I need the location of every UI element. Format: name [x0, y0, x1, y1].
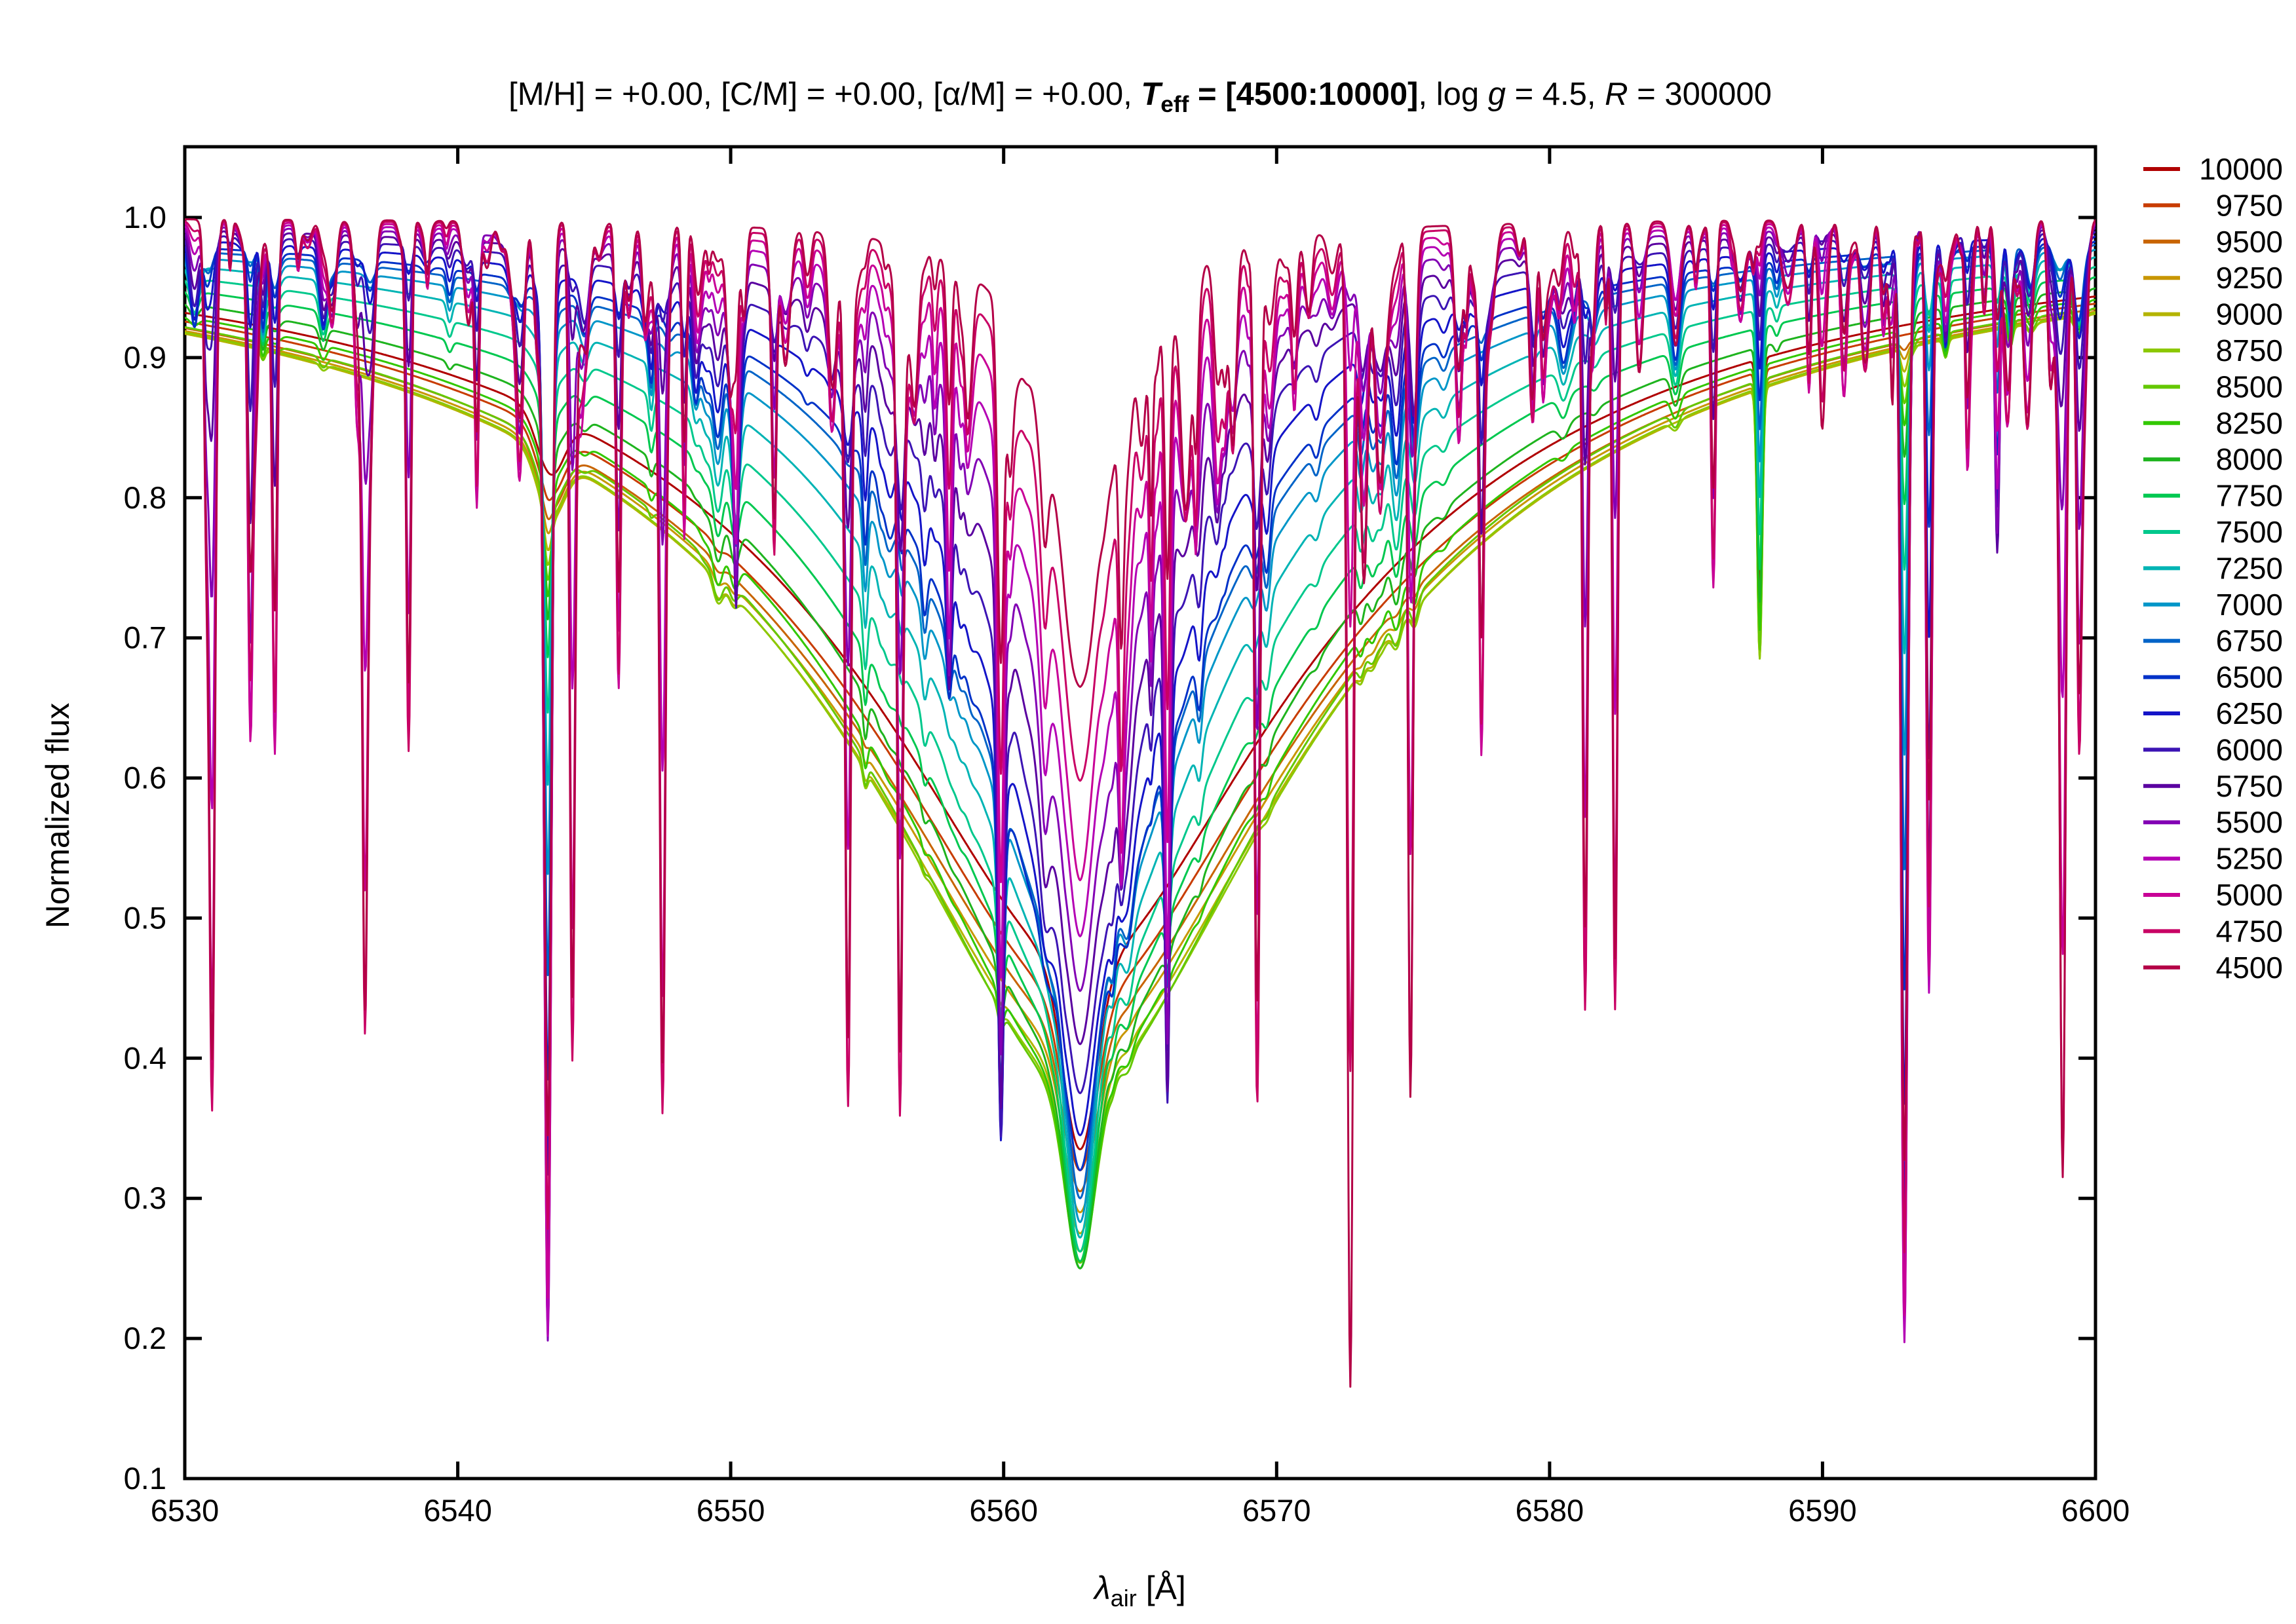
legend-label-6750: 6750 — [2216, 624, 2283, 658]
legend-label-9000: 9000 — [2216, 297, 2283, 331]
y-tick-label: 0.4 — [124, 1040, 166, 1075]
series-path-10000 — [185, 295, 2095, 1150]
series-path-4500 — [185, 218, 2095, 1388]
series-path-9000 — [185, 312, 2095, 1235]
series-path-4750 — [185, 219, 2095, 1254]
x-tick-label: 6600 — [2061, 1493, 2130, 1528]
legend-label-6250: 6250 — [2216, 696, 2283, 730]
chart-title: [M/H] = +0.00, [C/M] = +0.00, [α/M] = +0… — [508, 76, 1772, 118]
series-path-7750 — [185, 276, 2095, 1262]
x-tick-label: 6530 — [151, 1493, 220, 1528]
series-path-5750 — [185, 227, 2095, 1313]
y-tick-label: 0.5 — [124, 900, 166, 935]
plot-box — [183, 145, 2097, 1481]
title-r-value: = 300000 — [1628, 77, 1772, 113]
x-axis-label-unit: [Å] — [1136, 1570, 1186, 1606]
legend-label-5750: 5750 — [2216, 769, 2283, 803]
series-path-6250 — [185, 235, 2095, 1176]
series-path-8250 — [185, 299, 2095, 1270]
legend: 1000097509500925090008750850082508000775… — [2143, 152, 2283, 985]
x-tick-label: 6540 — [423, 1493, 492, 1528]
legend-label-8000: 8000 — [2216, 442, 2283, 476]
series-path-7500 — [185, 266, 2095, 1253]
legend-label-4500: 4500 — [2216, 951, 2283, 985]
series-path-9250 — [185, 311, 2095, 1214]
x-tick-label: 6580 — [1516, 1493, 1584, 1528]
legend-label-7750: 7750 — [2216, 479, 2283, 513]
x-tick-label: 6590 — [1788, 1493, 1857, 1528]
y-tick-label: 0.3 — [124, 1180, 166, 1215]
legend-label-6500: 6500 — [2216, 660, 2283, 694]
legend-label-5500: 5500 — [2216, 805, 2283, 839]
legend-label-10000: 10000 — [2199, 152, 2283, 186]
series-path-6500 — [185, 240, 2095, 1171]
series-group — [185, 218, 2095, 1388]
legend-label-9250: 9250 — [2216, 261, 2283, 295]
legend-label-9750: 9750 — [2216, 188, 2283, 222]
y-tick-label: 0.8 — [124, 480, 166, 515]
legend-label-4750: 4750 — [2216, 914, 2283, 948]
title-teff-value: = [4500:10000] — [1189, 77, 1419, 113]
legend-label-5250: 5250 — [2216, 842, 2283, 876]
x-tick-label: 6550 — [697, 1493, 765, 1528]
y-tick-label: 0.1 — [124, 1461, 166, 1496]
series-path-8750 — [185, 312, 2095, 1253]
series-path-7250 — [185, 256, 2095, 1239]
y-tick-label: 0.2 — [124, 1321, 166, 1355]
legend-label-7000: 7000 — [2216, 588, 2283, 622]
y-tick-label: 0.6 — [124, 761, 166, 795]
series-path-8500 — [185, 307, 2095, 1264]
legend-label-8250: 8250 — [2216, 406, 2283, 440]
series-path-5000 — [185, 221, 2095, 1316]
title-params: [M/H] = +0.00, [C/M] = +0.00, [α/M] = +0… — [508, 77, 1141, 113]
legend-label-7250: 7250 — [2216, 551, 2283, 585]
legend-label-9500: 9500 — [2216, 225, 2283, 259]
legend-label-6000: 6000 — [2216, 732, 2283, 766]
x-axis-label-sub: air — [1110, 1585, 1137, 1612]
x-tick-label: 6560 — [969, 1493, 1038, 1528]
title-r-symbol: R — [1605, 77, 1628, 113]
legend-label-8750: 8750 — [2216, 333, 2283, 368]
y-tick-label: 1.0 — [124, 200, 166, 235]
title-g-symbol: g — [1487, 77, 1506, 113]
y-tick-label: 0.7 — [124, 620, 166, 655]
series-path-7000 — [185, 248, 2095, 1224]
legend-label-8500: 8500 — [2216, 369, 2283, 404]
series-path-9750 — [185, 303, 2095, 1171]
y-tick-label: 0.9 — [124, 340, 166, 375]
title-g-value: = 4.5, — [1505, 77, 1605, 113]
x-axis-label-symbol: λ — [1094, 1570, 1111, 1606]
x-axis-label: λair [Å] — [1094, 1569, 1186, 1612]
x-tick-label: 6570 — [1242, 1493, 1311, 1528]
series-path-8000 — [185, 287, 2095, 1270]
series-path-5250 — [185, 222, 2095, 1344]
title-teff-symbol: T — [1141, 77, 1161, 113]
title-teff-sub: eff — [1160, 91, 1189, 117]
title-log: , log — [1418, 77, 1488, 113]
legend-label-5000: 5000 — [2216, 878, 2283, 912]
legend-label-7500: 7500 — [2216, 515, 2283, 549]
series-path-6000 — [185, 231, 2095, 1256]
